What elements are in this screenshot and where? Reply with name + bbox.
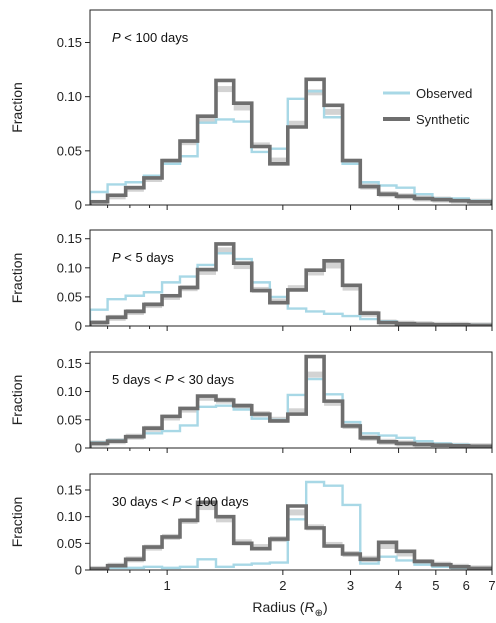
x-axis-label-suffix: ) xyxy=(323,599,328,615)
panel-label-part: 5 days < xyxy=(112,372,165,387)
panel-label-part: P xyxy=(112,250,121,265)
band-bin-12 xyxy=(287,509,307,516)
synthetic-series-line xyxy=(90,354,492,448)
y-tick-label: 0 xyxy=(75,441,82,456)
y-tick-label: 0.15 xyxy=(57,356,82,371)
band-bin-7 xyxy=(197,268,216,275)
band-bin-9 xyxy=(233,263,252,270)
synthetic-series-line xyxy=(90,242,492,326)
panel-label-part: < 100 days xyxy=(121,30,189,45)
synthetic-series-line xyxy=(90,500,492,570)
y-axis-label: Fraction xyxy=(9,497,25,548)
y-tick-label: 0.10 xyxy=(57,89,82,104)
axes-frame xyxy=(89,9,493,206)
band-bin-18 xyxy=(396,550,415,557)
x-axis-label-prefix: Radius ( xyxy=(252,599,304,615)
x-tick-label: 4 xyxy=(395,578,402,593)
panel-1: 0 0.05 0.10 0.15 Fraction P < 100 days xyxy=(9,9,493,213)
band-bin-14 xyxy=(324,108,343,115)
panel-label-part: < 5 days xyxy=(121,250,175,265)
observed-series-line xyxy=(90,377,492,448)
panel-3: 0 0.05 0.10 0.15 Fraction 5 days < P < 30 day… xyxy=(9,351,493,456)
x-axis-label-subscript: ⊕ xyxy=(315,608,323,619)
band-bin-8 xyxy=(215,247,234,254)
band-bin-15 xyxy=(342,284,361,291)
x-axis-label: Radius (R⊕) xyxy=(252,599,327,619)
x-tick-label: 1 xyxy=(164,578,171,593)
x-tick-label: 5 xyxy=(432,578,439,593)
y-tick-label: 0.05 xyxy=(57,412,82,427)
band-bin-13 xyxy=(306,371,325,378)
y-axis-label: Fraction xyxy=(9,253,25,304)
panel-label: P < 5 days xyxy=(112,250,174,265)
band-bin-7 xyxy=(197,504,216,511)
observed-series-line xyxy=(90,90,492,205)
y-tick-label: 0.05 xyxy=(57,143,82,158)
legend-synthetic-label: Synthetic xyxy=(416,112,470,127)
axes-frame xyxy=(89,351,493,449)
band-bin-17 xyxy=(378,543,397,549)
y-tick-label: 0.10 xyxy=(57,260,82,275)
panel-label-part: < 100 days xyxy=(181,494,249,509)
band-bin-7 xyxy=(197,116,216,123)
x-tick-label: 3 xyxy=(347,578,354,593)
band-bin-8 xyxy=(215,516,234,523)
band-bin-12 xyxy=(287,120,307,127)
panel-label: 5 days < P < 30 days xyxy=(112,372,235,387)
y-axis-label: Fraction xyxy=(9,375,25,426)
y-tick-label: 0.10 xyxy=(57,384,82,399)
y-tick-label: 0.15 xyxy=(57,35,82,50)
x-axis-label-symbol: R xyxy=(304,599,314,615)
y-tick-label: 0.15 xyxy=(57,483,82,498)
x-tick-label: 7 xyxy=(488,578,495,593)
y-tick-label: 0.05 xyxy=(57,289,82,304)
panel-label-part: P xyxy=(172,494,181,509)
y-tick-label: 0.05 xyxy=(57,536,82,551)
panel-label-part: 30 days < xyxy=(112,494,172,509)
band-bin-11 xyxy=(269,157,288,164)
synthetic-series-line xyxy=(90,77,492,205)
legend: Observed Synthetic xyxy=(383,86,472,127)
panel-2: 0 0.05 0.10 0.15 Fraction P < 5 days xyxy=(9,229,493,334)
band-bin-13 xyxy=(306,269,325,276)
panel-label-part: < 30 days xyxy=(174,372,235,387)
band-bin-8 xyxy=(215,86,234,93)
legend-observed-label: Observed xyxy=(416,86,472,101)
panel-label-part: P xyxy=(112,30,121,45)
y-tick-label: 0.10 xyxy=(57,509,82,524)
x-tick-label: 2 xyxy=(279,578,286,593)
panel-label: P < 100 days xyxy=(112,30,189,45)
band-bin-14 xyxy=(324,262,343,269)
axes-frame xyxy=(89,473,493,571)
panel-label: 30 days < P < 100 days xyxy=(112,494,249,509)
panels: 0 0.05 0.10 0.15 Fraction P < 100 days 0 0.05 0.… xyxy=(9,9,496,593)
y-tick-label: 0 xyxy=(75,563,82,578)
y-axis-label: Fraction xyxy=(9,82,25,133)
axes-frame xyxy=(89,229,493,327)
synthetic-band xyxy=(90,86,492,205)
band-bin-9 xyxy=(233,104,252,111)
y-tick-label: 0 xyxy=(75,319,82,334)
panel-label-part: P xyxy=(165,372,174,387)
y-tick-label: 0.15 xyxy=(57,231,82,246)
x-tick-label: 6 xyxy=(463,578,470,593)
panel-4: 0 0.05 0.10 0.15 Fraction 30 days < P < 100 d… xyxy=(9,473,493,578)
y-tick-label: 0 xyxy=(75,198,82,213)
band-bin-12 xyxy=(287,408,307,415)
